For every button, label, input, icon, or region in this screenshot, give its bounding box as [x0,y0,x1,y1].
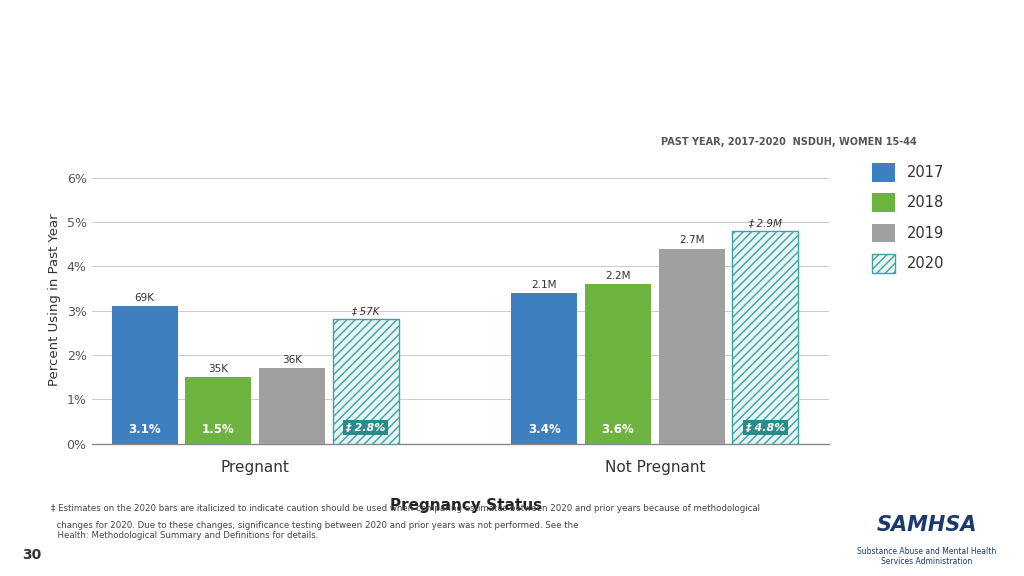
Bar [185,377,251,444]
Y-axis label: Percent Using in Past Year: Percent Using in Past Year [48,213,61,386]
Text: 2.2M: 2.2M [605,271,631,281]
Text: 2.1M: 2.1M [531,280,557,290]
Text: 3.4%: 3.4% [527,423,560,435]
Text: 3.6%: 3.6% [601,423,634,435]
Bar [259,368,325,444]
Text: Daily or Almost Daily Marijuana Use in Past Year: Among Women: Daily or Almost Daily Marijuana Use in P… [18,45,802,65]
Text: ‡ 4.8%: ‡ 4.8% [745,422,785,433]
Text: 69K: 69K [134,293,155,303]
Text: ‡ Estimates on the 2020 bars are italicized to indicate caution should be used w: ‡ Estimates on the 2020 bars are italici… [51,504,760,513]
Bar [112,306,177,444]
Text: Aged 15-44; By Pregnancy Status: Aged 15-44; By Pregnancy Status [18,103,424,122]
Bar [333,320,398,444]
Text: ‡ 2.9M: ‡ 2.9M [749,218,782,228]
Text: PAST YEAR, 2017-2020  NSDUH, WOMEN 15-44: PAST YEAR, 2017-2020 NSDUH, WOMEN 15-44 [660,137,916,147]
Text: Substance Abuse and Mental Health
Services Administration: Substance Abuse and Mental Health Servic… [857,547,996,566]
Text: Not Pregnant: Not Pregnant [604,460,706,475]
Text: ‡ 57K: ‡ 57K [351,306,380,316]
Text: 1.7%: 1.7% [275,423,308,435]
Text: 35K: 35K [208,364,228,374]
Text: 4.4%: 4.4% [675,423,709,435]
Text: 1.5%: 1.5% [202,423,234,435]
Text: 2.7M: 2.7M [679,236,705,245]
Text: ‡ 2.8%: ‡ 2.8% [345,422,386,433]
Text: Pregnancy Status: Pregnancy Status [390,498,542,513]
Bar [585,284,651,444]
Text: Pregnant: Pregnant [221,460,290,475]
Text: 30: 30 [23,548,42,562]
Text: 36K: 36K [282,355,302,365]
Bar [732,231,799,444]
Bar [658,249,725,444]
Text: SAMHSA: SAMHSA [877,514,977,535]
Bar [511,293,578,444]
Text: changes for 2020. Due to these changes, significance testing between 2020 and pr: changes for 2020. Due to these changes, … [51,521,582,530]
Text: 3.1%: 3.1% [128,423,161,435]
Legend: 2017, 2018, 2019, 2020: 2017, 2018, 2019, 2020 [866,157,950,279]
Text: Health: Methodological Summary and Definitions for details.: Health: Methodological Summary and Defin… [52,531,318,540]
